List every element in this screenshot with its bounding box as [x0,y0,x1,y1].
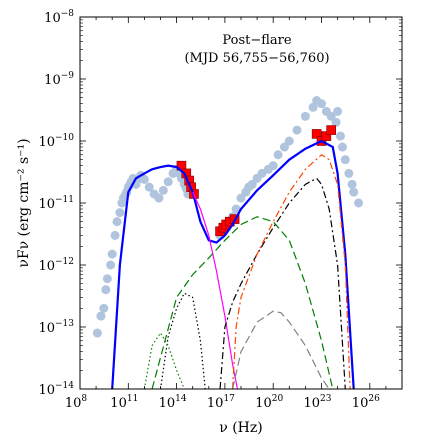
archival-point-5 [106,260,116,270]
archival-point-1 [96,311,106,321]
archival-point-64 [344,168,354,178]
plot-frame [79,16,403,390]
y-tick-label-0: 10−14 [38,381,74,398]
archival-point-22 [139,174,149,184]
x-tick-label-2: 1014 [159,394,187,411]
archival-point-60 [333,106,343,116]
x-tick-label-3: 1017 [207,394,235,411]
x-tick-label-0: 108 [65,394,88,411]
archival-point-49 [273,150,283,160]
archival-point-26 [158,185,168,195]
x-tick-label-1: 1011 [110,394,138,411]
x-axis-label: ν (Hz) [219,420,262,436]
model-curve-6 [231,153,351,389]
archival-point-62 [337,142,347,152]
archival-point-27 [163,177,173,187]
archival-point-63 [340,155,350,165]
archival-point-44 [247,179,257,189]
archival-point-59 [331,117,341,127]
archival-point-4 [102,274,112,284]
x-tick-label-5: 1023 [304,394,332,411]
x-tick-label-4: 1020 [255,394,283,411]
archival-point-3 [101,285,111,295]
archival-point-9 [115,208,125,218]
model-curve-5 [219,177,346,389]
y-tick-label-2: 10−12 [38,257,74,274]
archival-point-6 [107,249,117,259]
annotation-line-2: (MJD 56,755−56,760) [184,51,329,66]
archival-point-41 [236,193,246,203]
archival-point-67 [354,198,364,208]
archival-point-58 [326,111,336,121]
y-axis-label: νFν (erg cm⁻² s⁻¹) [16,138,32,267]
archival-point-25 [154,193,164,203]
archival-point-7 [110,230,120,240]
archival-point-66 [349,187,359,197]
archival-point-48 [268,161,278,171]
x-tick-label-6: 1026 [352,394,380,411]
y-tick-label-3: 10−11 [38,195,74,212]
archival-point-54 [308,102,318,112]
y-tick-label-1: 10−13 [38,319,74,336]
archival-point-52 [292,125,302,135]
archival-point-46 [257,168,267,178]
model-curve-9 [231,310,330,389]
archival-point-40 [231,204,241,214]
archival-point-51 [284,136,294,146]
post-flare-point-12 [321,131,332,141]
archival-point-2 [99,303,109,313]
axis-ticks: 108 1011 1014 1017 1020 1023 1026 10−14 10−13 10−… [38,9,403,411]
y-tick-label-6: 10−8 [44,9,74,26]
archival-point-56 [317,99,326,109]
archival-point-65 [347,179,357,189]
model-curve-4 [151,216,334,389]
model-curve-8 [143,331,185,389]
model-curve-2 [111,139,355,389]
annotation-line-1: Post−flare [222,33,291,48]
post-flare-point-10 [311,129,322,139]
archival-point-23 [144,182,154,192]
archival-point-53 [300,111,310,121]
y-tick-label-4: 10−10 [38,133,74,150]
archival-point-8 [112,217,122,227]
post-flare-point-13 [326,125,336,135]
y-tick-label-5: 10−9 [44,71,74,88]
model-curve-7 [159,292,206,389]
plot-area [92,96,364,389]
model-curve-3 [192,191,239,389]
archival-point-50 [279,142,289,152]
archival-point-0 [92,328,102,338]
archival-point-61 [335,131,345,141]
